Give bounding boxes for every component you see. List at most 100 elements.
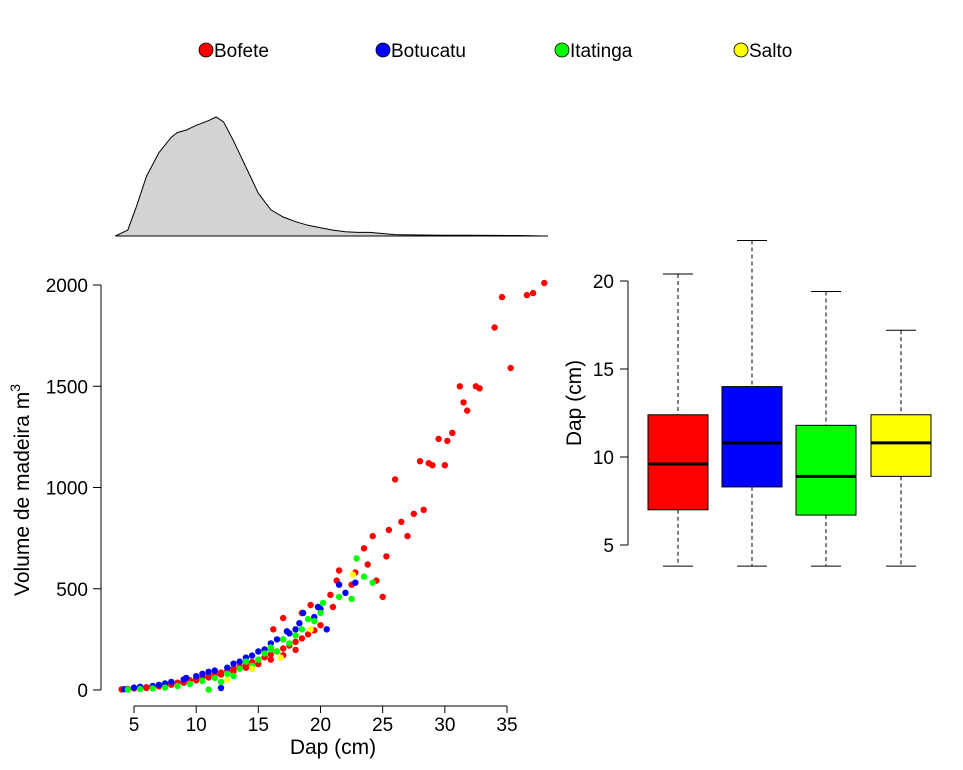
- point-itatinga: [211, 674, 218, 682]
- point-salto: [349, 571, 356, 578]
- point-botucatu: [286, 630, 293, 637]
- legend-label-itatinga: Itatinga: [570, 41, 633, 62]
- legend-item-salto: Salto: [733, 41, 792, 62]
- point-bofete: [491, 324, 498, 331]
- point-botucatu: [230, 660, 237, 667]
- point-bofete: [429, 462, 436, 469]
- point-itatinga: [292, 632, 299, 639]
- point-botucatu: [224, 664, 231, 671]
- point-botucatu: [183, 674, 190, 682]
- point-bofete: [280, 614, 287, 622]
- legend-marker-itatinga: [554, 42, 570, 58]
- x-tick-label: 15: [248, 715, 269, 736]
- point-bofete: [398, 518, 405, 526]
- scatter-y-axis: 0 500 1000 1500 2000: [46, 276, 102, 702]
- x-tick-label: 10: [186, 715, 207, 736]
- point-bofete: [280, 645, 287, 652]
- point-botucatu: [335, 581, 343, 588]
- box-y-axis-title: Dap (cm): [563, 360, 586, 446]
- point-bofete: [317, 622, 324, 629]
- point-bofete: [449, 429, 456, 436]
- point-bofete: [385, 526, 393, 534]
- point-botucatu: [236, 658, 243, 665]
- point-botucatu: [168, 678, 175, 686]
- point-bofete: [255, 660, 262, 668]
- box-iqr: [870, 414, 932, 477]
- point-bofete: [292, 646, 299, 654]
- boxplot: 5 10 15 20 Dap (cm): [563, 240, 932, 567]
- point-bofete: [143, 684, 150, 692]
- point-itatinga: [369, 579, 376, 586]
- point-bofete: [298, 635, 306, 642]
- scatter-x-axis: 5 10 15 20 25 30 35: [129, 705, 518, 736]
- point-botucatu: [352, 579, 359, 586]
- box-y-tick-label: 15: [593, 360, 614, 381]
- point-itatinga: [286, 640, 293, 647]
- legend-item-botucatu: Botucatu: [375, 41, 466, 62]
- point-bofete: [410, 510, 417, 517]
- point-botucatu: [299, 609, 307, 617]
- x-tick-label: 5: [129, 715, 140, 736]
- x-tick-label: 30: [434, 715, 455, 736]
- point-bofete: [456, 383, 463, 390]
- point-bofete: [498, 293, 506, 301]
- box-iqr: [721, 386, 783, 488]
- point-bofete: [360, 545, 368, 552]
- series-botucatu: [120, 579, 359, 693]
- point-itatinga: [304, 615, 312, 623]
- point-salto: [248, 665, 256, 672]
- point-itatinga: [224, 670, 231, 677]
- point-bofete: [420, 506, 427, 513]
- box-iqr: [795, 424, 857, 516]
- box-itatinga: [795, 291, 857, 567]
- point-botucatu: [199, 670, 206, 677]
- point-itatinga: [319, 599, 327, 607]
- point-itatinga: [298, 626, 306, 633]
- x-tick-label: 25: [372, 715, 393, 736]
- legend-label-bofete: Bofete: [214, 41, 269, 62]
- series-bofete: [118, 279, 548, 693]
- point-itatinga: [205, 686, 212, 693]
- point-bofete: [307, 601, 314, 609]
- point-itatinga: [186, 680, 194, 688]
- point-bofete: [391, 476, 399, 483]
- point-itatinga: [311, 617, 318, 625]
- y-axis-title-text: Volume de madeira m: [11, 392, 34, 596]
- point-salto: [224, 676, 231, 684]
- point-botucatu: [211, 667, 218, 674]
- point-botucatu: [130, 684, 138, 691]
- x-axis-title: Dap (cm): [290, 736, 376, 759]
- point-bofete: [383, 553, 390, 560]
- point-itatinga: [217, 678, 225, 686]
- point-itatinga: [236, 665, 243, 672]
- point-itatinga: [255, 656, 262, 663]
- point-bofete: [364, 561, 371, 568]
- point-bofete: [404, 532, 411, 540]
- point-botucatu: [193, 673, 200, 680]
- legend-marker-botucatu: [375, 42, 391, 58]
- point-itatinga: [317, 609, 324, 617]
- point-itatinga: [149, 685, 156, 692]
- box-y-tick-label: 10: [593, 448, 614, 469]
- series-salto: [224, 571, 356, 684]
- legend: Bofete Botucatu Itatinga Salto: [198, 41, 792, 62]
- point-salto: [277, 654, 284, 661]
- point-bofete: [476, 385, 483, 392]
- point-bofete: [529, 289, 537, 297]
- y-tick-label: 500: [56, 580, 88, 601]
- point-botucatu: [155, 681, 163, 689]
- y-tick-label: 1500: [46, 377, 88, 398]
- point-bofete: [541, 279, 548, 287]
- point-bofete: [460, 399, 467, 406]
- point-botucatu: [217, 684, 225, 692]
- point-itatinga: [230, 672, 237, 679]
- point-bofete: [267, 656, 274, 663]
- point-bofete: [270, 626, 277, 633]
- point-bofete: [444, 437, 451, 445]
- point-itatinga: [353, 555, 360, 562]
- box-salto: [870, 329, 932, 567]
- point-salto: [307, 626, 314, 633]
- density-plot: [115, 116, 548, 237]
- point-bofete: [335, 567, 343, 574]
